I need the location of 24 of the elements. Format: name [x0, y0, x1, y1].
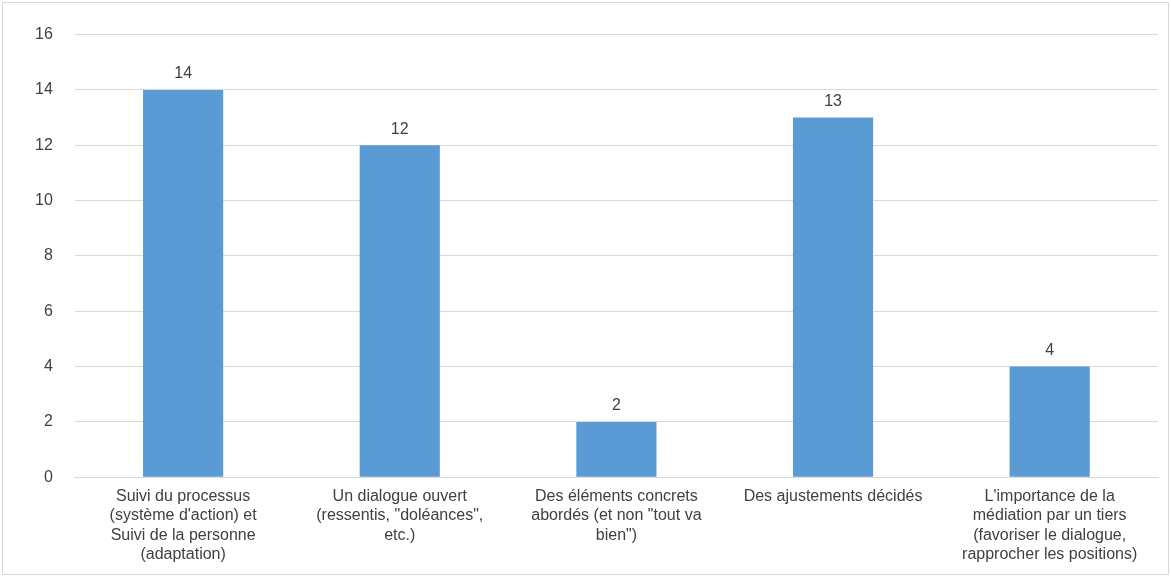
data-label: 12: [390, 119, 409, 137]
bar: [1009, 366, 1090, 477]
bar: [792, 117, 874, 477]
y-tick-label: 12: [35, 135, 53, 153]
bar: [143, 89, 224, 477]
y-tick-label: 6: [43, 301, 53, 319]
y-tick-label: 2: [43, 412, 53, 430]
data-label: 4: [1045, 340, 1055, 358]
x-tick-label: L'importance de la médiation par un tiers (favoriser le dialogue, rapprocher les positions): [962, 487, 1138, 562]
y-tick-label: 10: [35, 190, 53, 208]
y-tick-label: 0: [43, 467, 53, 485]
data-label: 13: [824, 91, 843, 109]
data-label: 2: [611, 396, 621, 414]
y-tick-label: 16: [35, 25, 53, 43]
x-tick-label: Suivi du processus (système d'action) et Suivi de la personne (adaptation): [109, 487, 258, 562]
y-tick-label: 4: [43, 356, 53, 374]
data-label: 14: [174, 64, 193, 82]
x-tick-label: Un dialogue ouvert (ressentis, "doléances", etc.): [316, 487, 484, 543]
y-tick-label: 8: [43, 246, 53, 264]
y-tick-label: 14: [35, 80, 53, 98]
bar: [359, 145, 440, 477]
x-tick-label: Des éléments concrets abordés (et non "tout va bien"): [531, 487, 702, 543]
bar: [576, 421, 657, 477]
x-tick-label: Des ajustements décidés: [743, 487, 923, 505]
